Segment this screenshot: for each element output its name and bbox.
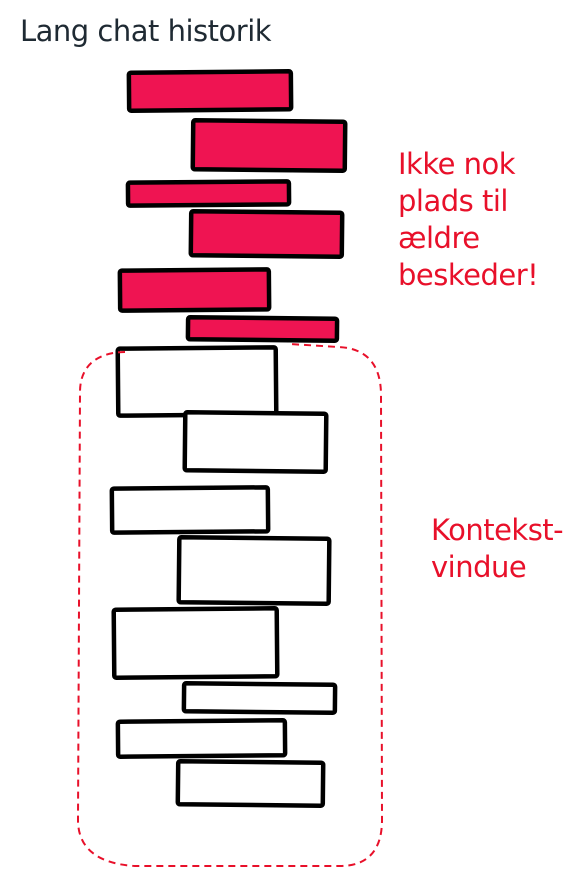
overflow-message-block — [125, 179, 292, 208]
context-window-annotation: Kontekst- vindue — [431, 512, 564, 586]
context-message-block — [115, 345, 279, 418]
overflow-annotation-line: plads til — [398, 184, 508, 218]
overflow-message-block — [188, 208, 345, 260]
overflow-message-block — [117, 267, 272, 313]
context-annotation-line: vindue — [431, 550, 527, 584]
context-message-block — [181, 680, 338, 716]
diagram-title: Lang chat historik — [20, 14, 272, 48]
context-message-block — [175, 759, 326, 808]
context-message-block — [109, 485, 271, 535]
overflow-annotation: Ikke nok plads til ældre beskeder! — [398, 146, 539, 294]
overflow-messages — [117, 69, 348, 344]
context-message-block — [182, 410, 329, 474]
context-message-block — [176, 534, 332, 607]
context-message-block — [115, 718, 288, 759]
overflow-message-block — [190, 117, 348, 174]
overflow-annotation-line: beskeder! — [398, 258, 539, 292]
context-window-messages — [109, 345, 338, 808]
overflow-message-block — [126, 69, 294, 113]
overflow-message-block — [185, 314, 340, 344]
context-annotation-line: Kontekst- — [431, 513, 564, 547]
context-message-block — [111, 606, 280, 680]
overflow-annotation-line: ældre — [398, 221, 480, 255]
overflow-annotation-line: Ikke nok — [398, 147, 516, 181]
context-window-border — [76, 343, 384, 867]
